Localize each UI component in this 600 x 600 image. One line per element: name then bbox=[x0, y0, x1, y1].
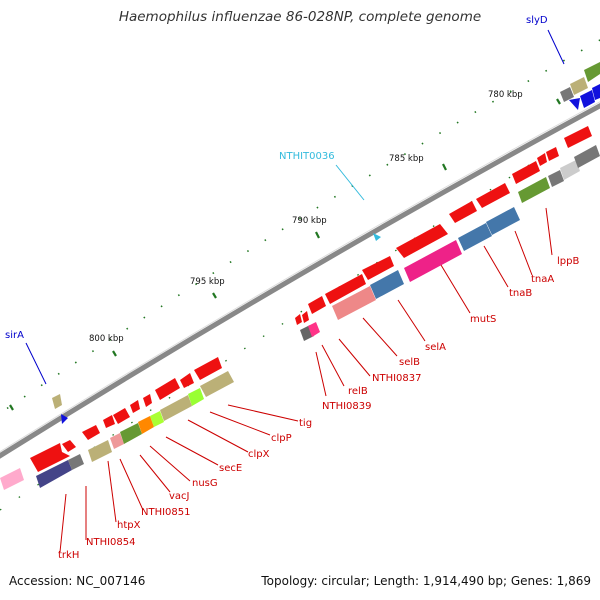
scale-label-785: 785 kbp bbox=[389, 154, 424, 164]
gene-label-vacJ: vacJ bbox=[169, 491, 190, 502]
gene-label-tig: tig bbox=[299, 418, 312, 429]
forward-genes bbox=[30, 126, 592, 472]
scale-major-ticks bbox=[9, 98, 561, 411]
slyD-line bbox=[547, 29, 565, 65]
gene-label-nusG: nusG bbox=[192, 478, 218, 489]
sirA-line bbox=[25, 342, 47, 385]
genome-summary: Topology: circular; Length: 1,914,490 bp… bbox=[261, 574, 591, 588]
scale-label-800: 800 kbp bbox=[89, 334, 124, 344]
gene-label-trkH: trkH bbox=[58, 550, 79, 561]
gene-label-clpX: clpX bbox=[248, 449, 270, 460]
NTHIT0036-marker bbox=[373, 233, 381, 241]
gene-label-NTHIT0036: NTHIT0036 bbox=[279, 151, 335, 162]
scale-label-790: 790 kbp bbox=[292, 216, 327, 226]
gene-label-slyD: slyD bbox=[526, 15, 548, 26]
gene-label-relB: relB bbox=[348, 386, 368, 397]
gene-label-clpP: clpP bbox=[271, 433, 292, 444]
NTHIT0036-line bbox=[335, 164, 365, 201]
gene-label-tnaB: tnaB bbox=[509, 288, 532, 299]
blue-genes bbox=[61, 84, 600, 424]
genome-backbone bbox=[0, 101, 600, 459]
gene-label-selA: selA bbox=[425, 342, 446, 353]
gene-label-selB: selB bbox=[399, 357, 420, 368]
gene-label-htpX: htpX bbox=[117, 520, 141, 531]
gene-label-secE: secE bbox=[219, 463, 242, 474]
gene-label-tnaA: tnaA bbox=[531, 274, 554, 285]
gene-label-NTHI0851: NTHI0851 bbox=[141, 507, 191, 518]
gene-label-sirA: sirA bbox=[5, 330, 24, 341]
reverse-genes bbox=[0, 62, 600, 490]
accession-info: Accession: NC_007146 bbox=[9, 574, 146, 588]
callout-lines bbox=[59, 207, 553, 553]
gene-label-NTHI0837: NTHI0837 bbox=[372, 373, 422, 384]
scale-label-795: 795 kbp bbox=[190, 277, 225, 287]
gene-label-NTHI0854: NTHI0854 bbox=[86, 537, 136, 548]
gene-label-lppB: lppB bbox=[557, 256, 579, 267]
scale-label-780: 780 kbp bbox=[488, 90, 523, 100]
gene-label-mutS: mutS bbox=[470, 314, 496, 325]
gene-label-NTHI0839: NTHI0839 bbox=[322, 401, 372, 412]
genome-title: Haemophilus influenzae 86-028NP, complet… bbox=[118, 9, 482, 25]
